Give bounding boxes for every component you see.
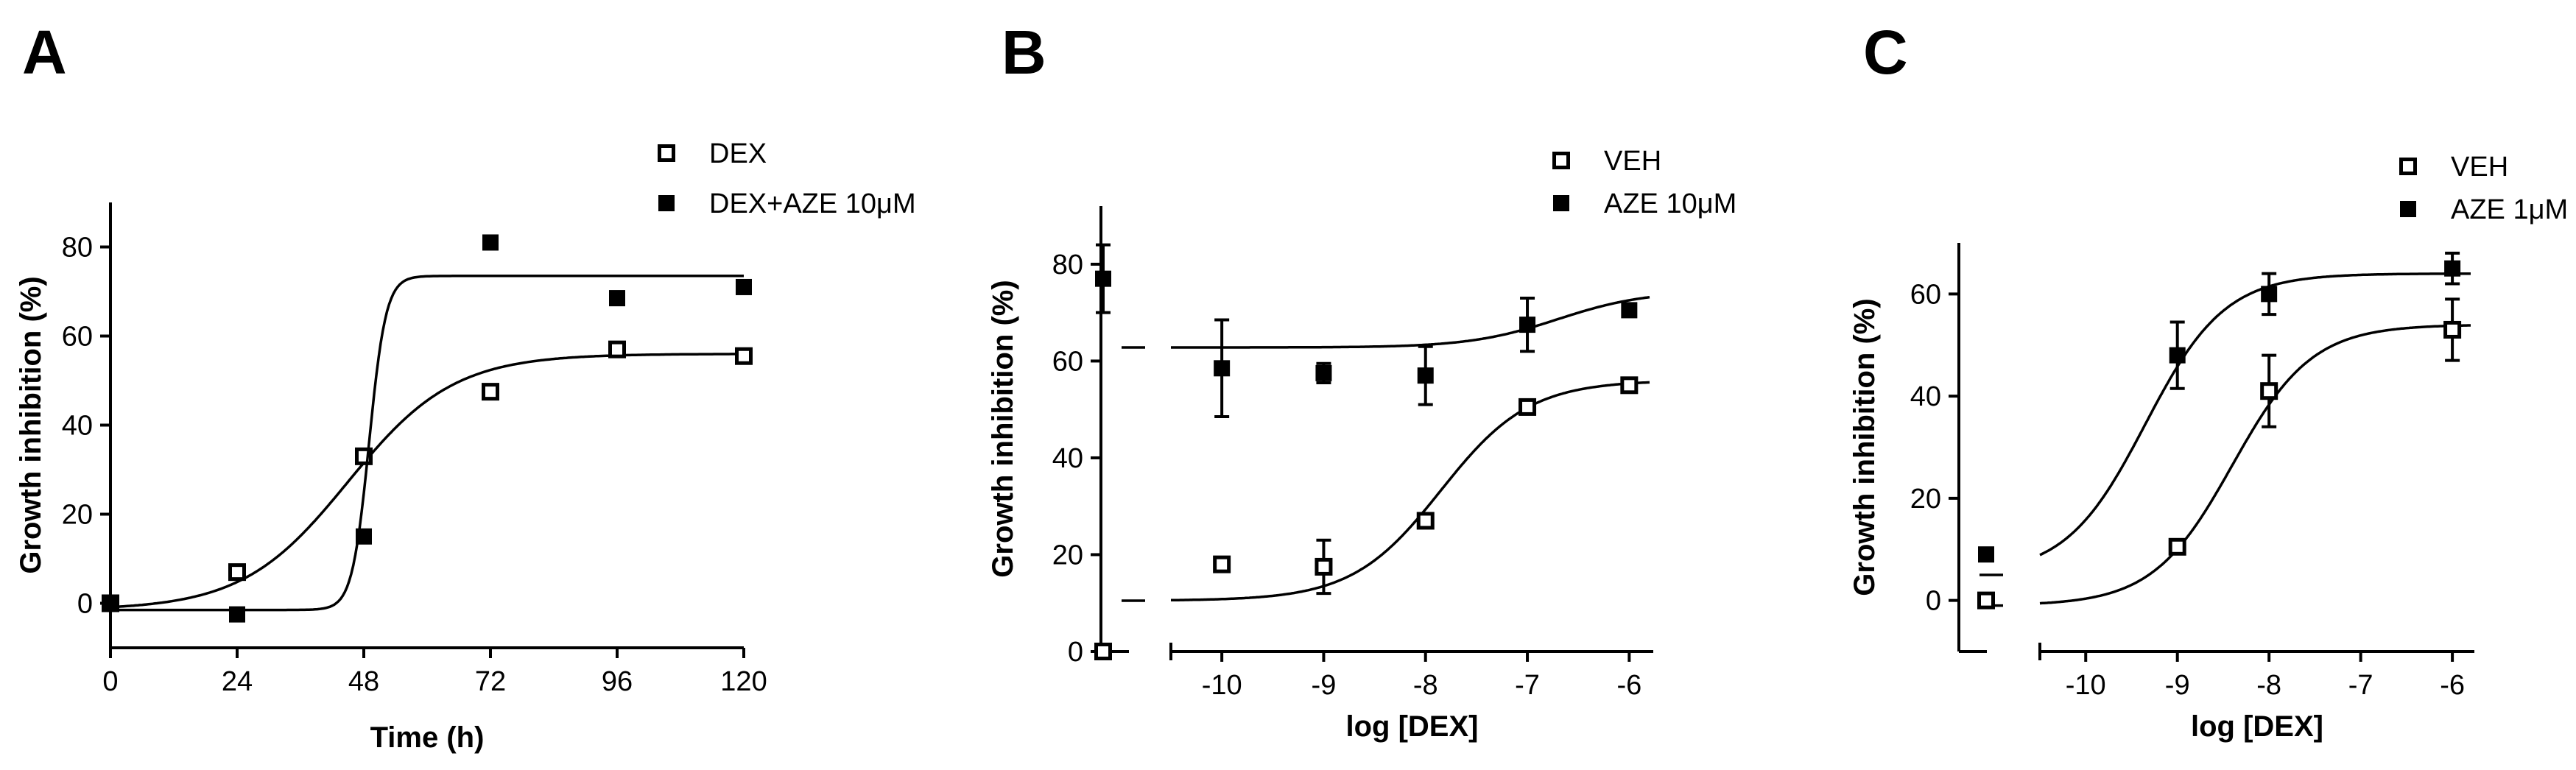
panel-letter: B	[1002, 18, 1046, 87]
x-tick-label: -9	[1312, 670, 1337, 701]
y-tick-label: 0	[1068, 637, 1083, 668]
x-axis-title: log [DEX]	[1346, 710, 1479, 743]
y-tick-label: 80	[1052, 250, 1083, 280]
legend-label: AZE 1μM	[2451, 194, 2568, 225]
legend-label: DEX+AZE 10μM	[709, 188, 916, 219]
fit-curve	[1171, 381, 1650, 602]
data-point	[1417, 367, 1434, 384]
data-point	[102, 595, 119, 612]
panel-b: B 0 20 40 60 80 -10 -9 -8 -7 -6 log [DEX] Growth inh…	[987, 18, 1736, 743]
data-point	[608, 340, 626, 358]
legend-label: VEH	[2451, 152, 2508, 183]
data-point	[229, 606, 245, 623]
data-point	[2261, 286, 2278, 303]
data-point	[1552, 152, 1570, 169]
x-tick-label: -7	[2348, 670, 2373, 701]
y-tick-label: 60	[1052, 346, 1083, 377]
data-point	[356, 528, 372, 545]
y-tick-label: 60	[1910, 279, 1941, 310]
data-point	[1519, 317, 1536, 333]
x-tick-label: -6	[2440, 670, 2465, 701]
y-tick-label: 40	[1052, 443, 1083, 474]
series-secondary: AZE 10μM	[1095, 188, 1736, 419]
fit-curve	[2039, 324, 2471, 605]
data-point	[1213, 555, 1231, 573]
x-tick-label: -7	[1515, 670, 1540, 701]
data-point	[1977, 591, 1995, 610]
series-secondary: AZE 1μM	[1978, 194, 2568, 576]
data-point	[735, 347, 753, 365]
fit-curve	[1171, 295, 1650, 349]
series-secondary: DEX+AZE 10μM	[102, 188, 916, 623]
y-axis-title: Growth inhibition (%)	[15, 276, 47, 573]
x-tick-label: -10	[1202, 670, 1242, 701]
data-point	[609, 290, 625, 307]
y-tick-label: 0	[1926, 586, 1941, 617]
data-point	[1214, 360, 1231, 377]
y-axis-title: Growth inhibition (%)	[1848, 298, 1881, 596]
x-axis-title: log [DEX]	[2191, 710, 2323, 743]
x-tick-label: 0	[102, 666, 118, 697]
legend-label: AZE 10μM	[1604, 188, 1736, 219]
series-primary: DEX	[102, 138, 767, 612]
x-tick-label: -10	[2066, 670, 2106, 701]
y-tick-label: 20	[1052, 540, 1083, 571]
data-point	[1095, 270, 1111, 287]
x-tick-label: -8	[1413, 670, 1438, 701]
legend-label: VEH	[1604, 146, 1661, 177]
data-point	[1416, 512, 1435, 530]
y-tick-label: 20	[1910, 484, 1941, 515]
y-tick-label: 60	[62, 322, 93, 353]
x-tick-label: 48	[348, 666, 379, 697]
data-point	[658, 144, 675, 162]
data-point	[1621, 302, 1638, 319]
panel-letter: A	[22, 18, 67, 87]
x-tick-label: 120	[720, 666, 767, 697]
data-point	[2260, 382, 2278, 400]
data-point	[2399, 158, 2417, 175]
panel-c: C 0 20 40 60 -10 -9 -8 -7 -6 log [DEX] Growth inhib…	[1848, 18, 2568, 743]
data-point	[1620, 376, 1639, 395]
data-point	[658, 195, 675, 211]
panel-letter: C	[1863, 18, 1908, 87]
data-point	[1518, 398, 1537, 416]
data-point	[482, 234, 499, 251]
y-tick-label: 20	[62, 500, 93, 531]
series-primary: VEH	[1977, 152, 2508, 610]
data-point	[2168, 537, 2186, 556]
data-point	[482, 383, 499, 401]
panel-a: A 0 20 40 60 80 0 24 48 72 96 120 Time (h) Growth inh…	[15, 18, 916, 754]
data-point	[1978, 546, 1994, 563]
data-point	[1315, 364, 1332, 381]
series-primary: VEH	[1094, 146, 1661, 660]
data-point	[228, 563, 246, 582]
x-tick-label: -8	[2256, 670, 2281, 701]
fit-curve	[2039, 272, 2471, 557]
data-point	[2400, 201, 2416, 217]
data-point	[2169, 347, 2186, 364]
x-tick-label: 96	[602, 666, 633, 697]
legend-label: DEX	[709, 138, 767, 169]
x-tick-label: -6	[1616, 670, 1641, 701]
x-tick-label: 24	[222, 666, 253, 697]
y-axis-title: Growth inhibition (%)	[987, 280, 1019, 577]
fit-curve	[110, 275, 744, 612]
x-tick-label: 72	[475, 666, 506, 697]
x-tick-label: -9	[2165, 670, 2190, 701]
data-point	[1315, 557, 1333, 576]
y-tick-label: 40	[62, 411, 93, 442]
y-tick-label: 0	[77, 589, 93, 620]
y-tick-label: 40	[1910, 381, 1941, 412]
data-point	[2444, 260, 2461, 277]
x-axis-title: Time (h)	[370, 721, 485, 754]
fit-curve	[110, 353, 744, 609]
data-point	[2443, 320, 2462, 339]
data-point	[1553, 195, 1569, 211]
data-point	[1094, 643, 1112, 660]
y-tick-label: 80	[62, 233, 93, 264]
data-point	[736, 278, 752, 295]
